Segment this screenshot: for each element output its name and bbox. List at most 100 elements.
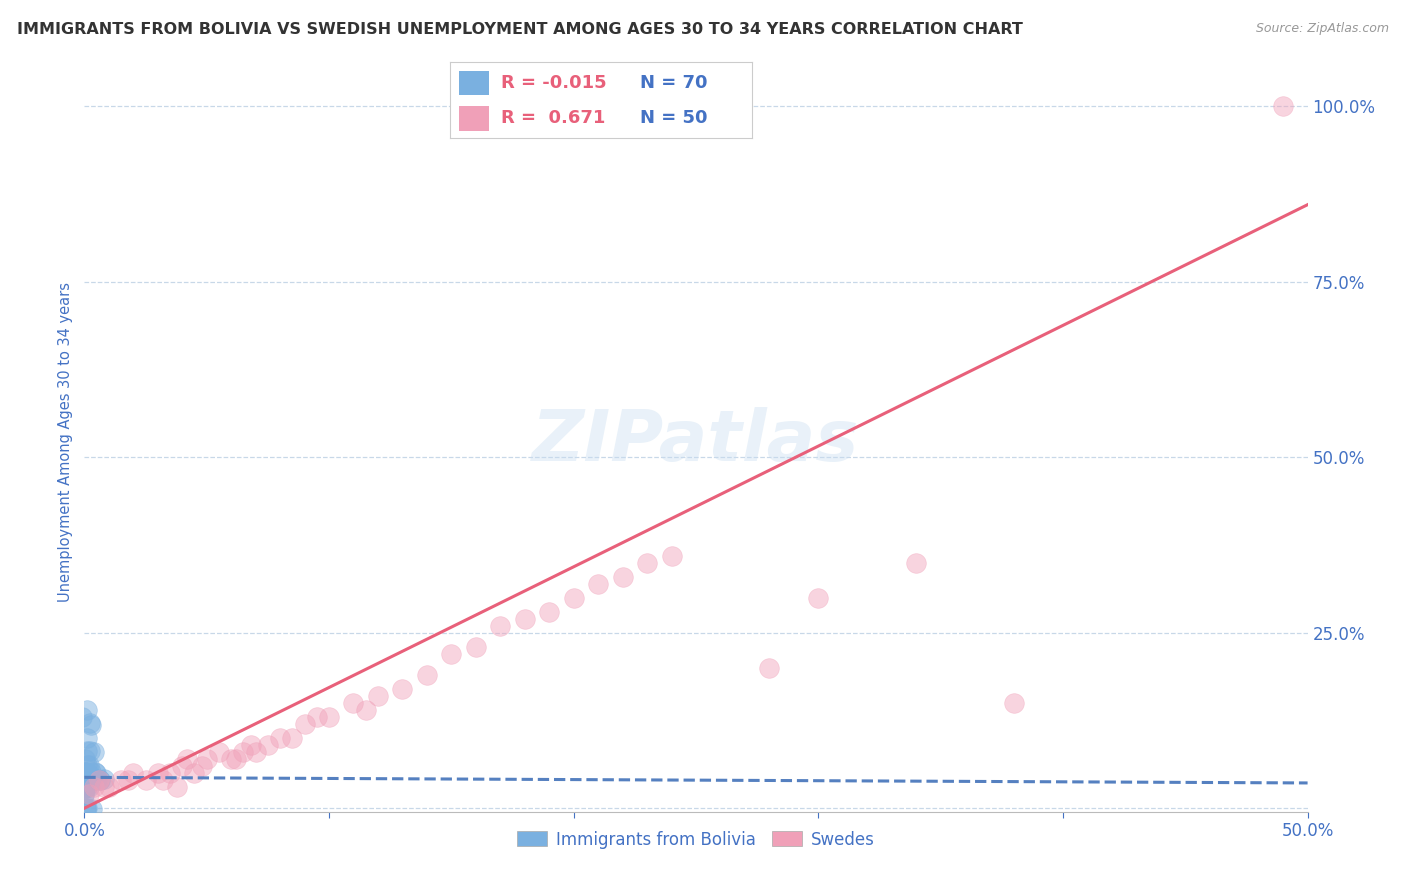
Point: [464, 640, 486, 654]
Point: [72, 766, 94, 780]
Point: [84, 765, 107, 780]
Point: [513, 612, 536, 626]
Legend: Immigrants from Bolivia, Swedes: Immigrants from Bolivia, Swedes: [510, 824, 882, 855]
Point: [80, 773, 103, 788]
Point: [80, 772, 103, 786]
Point: [159, 766, 181, 780]
Point: [73, 774, 96, 789]
Point: [76, 703, 98, 717]
Point: [72, 772, 94, 787]
Point: [73, 780, 96, 795]
Point: [440, 647, 463, 661]
Point: [245, 745, 267, 759]
Point: [80, 772, 103, 787]
Point: [87, 773, 110, 788]
Point: [807, 591, 830, 605]
Point: [183, 766, 205, 780]
Point: [281, 731, 304, 745]
Point: [77, 780, 100, 794]
Point: [86, 772, 108, 786]
Point: [75, 767, 97, 781]
Point: [79, 772, 101, 786]
Point: [636, 556, 658, 570]
Point: [73, 773, 96, 788]
Point: [318, 710, 340, 724]
Point: [538, 605, 561, 619]
Point: [75, 766, 97, 780]
Point: [75, 765, 97, 780]
Point: [110, 773, 132, 788]
Point: [77, 767, 100, 781]
Point: [612, 569, 634, 583]
Point: [257, 738, 280, 752]
Point: [72, 772, 94, 787]
Point: [191, 759, 214, 773]
Point: [176, 752, 198, 766]
Point: [76, 757, 98, 772]
Text: IMMIGRANTS FROM BOLIVIA VS SWEDISH UNEMPLOYMENT AMONG AGES 30 TO 34 YEARS CORREL: IMMIGRANTS FROM BOLIVIA VS SWEDISH UNEMP…: [17, 22, 1022, 37]
Point: [758, 661, 780, 675]
Point: [73, 773, 96, 788]
FancyBboxPatch shape: [458, 70, 489, 95]
Point: [79, 757, 101, 772]
Point: [80, 765, 103, 780]
Point: [1272, 99, 1295, 113]
Point: [294, 717, 316, 731]
Point: [166, 780, 188, 794]
Point: [72, 772, 94, 787]
Point: [661, 549, 683, 563]
Point: [76, 801, 98, 815]
Point: [391, 681, 413, 696]
Point: [75, 780, 97, 794]
Point: [73, 774, 96, 789]
Point: [84, 765, 107, 780]
Point: [73, 773, 96, 788]
Point: [416, 668, 439, 682]
Point: [1002, 696, 1025, 710]
Point: [76, 766, 98, 780]
Point: [76, 731, 98, 746]
Point: [239, 738, 262, 752]
Text: ZIPatlas: ZIPatlas: [533, 407, 859, 476]
Point: [225, 752, 247, 766]
Point: [75, 765, 97, 780]
Point: [76, 774, 98, 789]
Point: [77, 772, 100, 787]
Point: [489, 619, 512, 633]
Point: [219, 752, 242, 766]
Point: [75, 780, 97, 794]
Point: [367, 689, 389, 703]
Point: [76, 744, 98, 758]
Point: [586, 576, 609, 591]
Point: [75, 801, 97, 815]
Point: [77, 772, 100, 787]
Point: [73, 780, 96, 794]
Text: R = -0.015: R = -0.015: [502, 74, 607, 92]
Point: [93, 772, 115, 787]
Point: [80, 717, 103, 731]
Point: [75, 802, 97, 816]
Point: [305, 710, 328, 724]
Point: [77, 787, 100, 801]
Point: [89, 772, 111, 787]
Point: [73, 780, 96, 795]
Point: [269, 731, 291, 745]
Point: [76, 765, 98, 780]
Point: [83, 780, 105, 794]
Point: [905, 556, 928, 570]
Point: [342, 696, 364, 710]
Point: [72, 788, 94, 802]
Point: [76, 772, 98, 787]
Point: [80, 773, 103, 788]
Point: [152, 773, 174, 788]
Point: [89, 773, 111, 788]
Text: N = 70: N = 70: [640, 74, 707, 92]
Point: [73, 752, 96, 766]
Point: [75, 765, 97, 780]
Point: [208, 745, 231, 759]
Y-axis label: Unemployment Among Ages 30 to 34 years: Unemployment Among Ages 30 to 34 years: [58, 282, 73, 601]
Text: R =  0.671: R = 0.671: [502, 109, 606, 127]
Point: [73, 780, 96, 795]
Point: [70, 773, 93, 788]
Point: [354, 703, 377, 717]
